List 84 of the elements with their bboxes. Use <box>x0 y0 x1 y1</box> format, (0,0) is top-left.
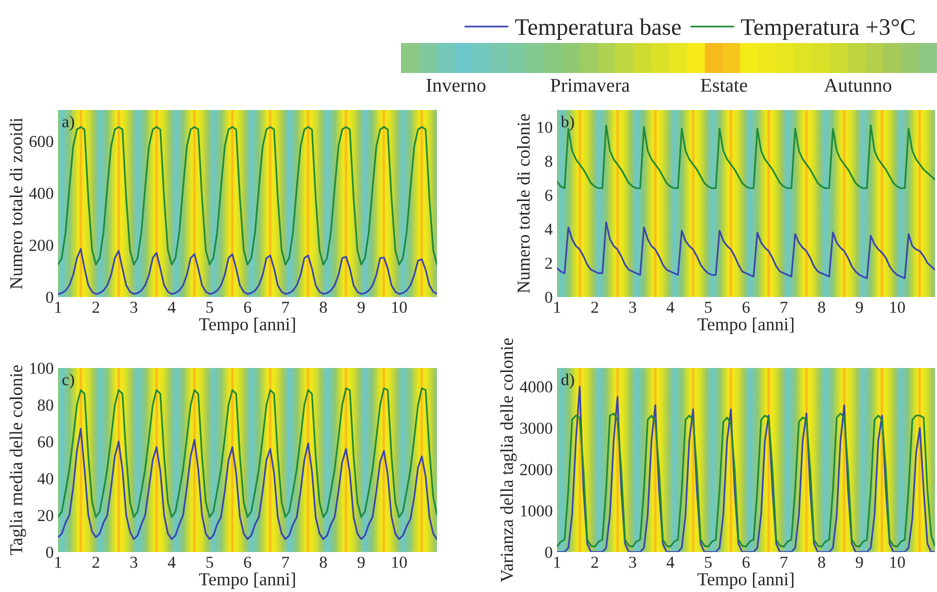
y-tick-label: 6 <box>545 190 552 201</box>
line-series <box>557 412 935 548</box>
x-tick-label: 1 <box>554 556 560 568</box>
annotation: c) <box>62 374 74 389</box>
y-tick-label: 100 <box>30 362 54 374</box>
y-tick-label: 400 <box>29 188 54 200</box>
legend-label: Temperatura base <box>515 18 681 40</box>
y-tick-label: 3000 <box>520 422 552 434</box>
x-tick-label: 2 <box>92 556 100 568</box>
x-tick-label: 4 <box>666 302 674 313</box>
x-tick-label: 8 <box>320 302 327 313</box>
x-tick-label: 3 <box>629 302 636 313</box>
line-series <box>58 428 437 540</box>
annotation: b) <box>560 116 574 131</box>
x-tick-label: 7 <box>282 302 290 313</box>
x-tick-label: 9 <box>358 556 365 568</box>
x-tick-label: 6 <box>742 556 750 568</box>
x-tick-label: 8 <box>818 302 826 313</box>
y-tick-label: 200 <box>30 240 54 251</box>
legend-label: Temperatura +3°C <box>741 19 914 40</box>
x-tick-label: 5 <box>206 302 214 313</box>
y-tick-label: 8 <box>545 156 552 167</box>
x-tick-label: 7 <box>282 556 290 568</box>
y-tick-label: 0 <box>46 292 54 303</box>
x-tick-label: 8 <box>818 556 826 568</box>
y-tick-label: 600 <box>30 136 54 148</box>
x-tick-label: 6 <box>244 302 252 313</box>
x-axis-title: Tempo [anni] <box>199 318 295 334</box>
text: Primavera <box>550 78 630 92</box>
x-tick-label: 10 <box>890 302 905 313</box>
y-axis-title: Taglia media delle colonie <box>10 365 26 556</box>
x-tick-label: 3 <box>130 302 138 313</box>
x-tick-label: 10 <box>392 302 407 313</box>
x-tick-label: 9 <box>358 302 365 313</box>
x-tick-label: 10 <box>890 556 905 568</box>
y-tick-label: 40 <box>37 473 54 484</box>
x-tick-label: 1 <box>55 302 62 313</box>
x-tick-label: 1 <box>554 302 560 313</box>
x-tick-label: 1 <box>55 556 62 568</box>
x-tick-label: 2 <box>591 302 598 313</box>
x-tick-label: 5 <box>705 302 712 313</box>
x-tick-label: 4 <box>666 556 674 568</box>
y-tick-label: 0 <box>545 292 552 303</box>
x-tick-label: 2 <box>92 302 100 313</box>
x-tick-label: 6 <box>742 302 750 313</box>
y-tick-label: 10 <box>538 122 552 133</box>
text: Estate <box>700 78 748 92</box>
x-tick-label: 3 <box>130 556 138 568</box>
text: Autunno <box>824 78 892 92</box>
y-tick-label: 4 <box>544 224 553 235</box>
y-tick-label: 2000 <box>520 464 552 476</box>
line-series <box>58 387 437 518</box>
x-axis-title: Tempo [anni] <box>698 318 794 334</box>
x-tick-label: 9 <box>856 302 863 313</box>
x-tick-label: 5 <box>206 556 214 568</box>
y-axis-title: Numero totale di colonie <box>517 114 530 293</box>
annotation: d) <box>561 374 574 389</box>
x-tick-label: 7 <box>780 302 788 313</box>
text: Inverno <box>426 78 486 92</box>
x-tick-label: 6 <box>244 556 252 568</box>
y-axis-title: Numero totale di zooidi <box>10 118 22 289</box>
x-tick-label: 2 <box>591 556 598 568</box>
x-tick-label: 4 <box>168 302 176 313</box>
line-series <box>557 221 935 280</box>
y-tick-label: 4000 <box>520 381 552 393</box>
x-tick-label: 7 <box>780 556 788 568</box>
x-tick-label: 5 <box>705 556 712 568</box>
y-tick-label: 80 <box>38 400 54 411</box>
y-tick-label: 0 <box>545 546 552 558</box>
y-axis-title: Varianza della taglia delle colonie <box>500 338 517 582</box>
y-tick-label: 20 <box>38 510 54 522</box>
y-tick-label: 0 <box>46 546 54 558</box>
x-tick-label: 9 <box>856 556 863 568</box>
line-series <box>58 248 437 295</box>
y-tick-label: 2 <box>545 258 552 269</box>
x-tick-label: 10 <box>392 556 407 568</box>
y-tick-label: 60 <box>38 436 54 448</box>
x-axis-title: Tempo [anni] <box>698 572 794 590</box>
x-tick-label: 4 <box>168 556 176 568</box>
x-tick-label: 3 <box>629 556 636 568</box>
annotation: a) <box>62 116 74 131</box>
x-axis-title: Tempo [anni] <box>199 572 295 590</box>
x-tick-label: 8 <box>320 556 327 568</box>
y-tick-label: 1000 <box>520 505 552 517</box>
